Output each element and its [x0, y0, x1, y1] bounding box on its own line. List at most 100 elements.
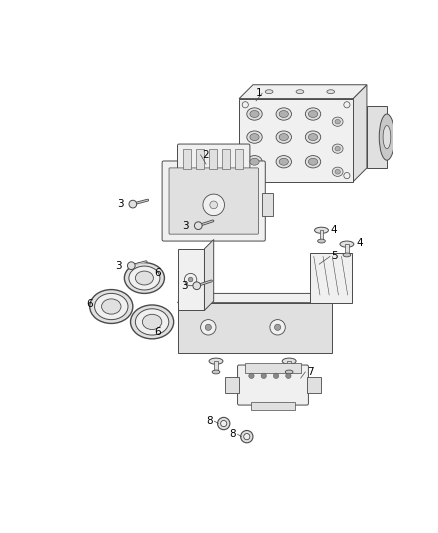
Ellipse shape	[314, 227, 328, 233]
Text: 5: 5	[332, 252, 338, 262]
Ellipse shape	[332, 117, 343, 126]
Ellipse shape	[332, 144, 343, 154]
Bar	[345, 244, 349, 255]
Ellipse shape	[318, 239, 325, 243]
Ellipse shape	[335, 169, 340, 174]
Text: 7: 7	[307, 367, 314, 377]
Ellipse shape	[135, 271, 153, 285]
Bar	[214, 361, 218, 372]
Circle shape	[221, 421, 227, 426]
Circle shape	[184, 273, 197, 286]
Circle shape	[270, 320, 285, 335]
Ellipse shape	[305, 156, 321, 168]
Text: 4: 4	[330, 224, 336, 235]
Bar	[262, 193, 273, 216]
Ellipse shape	[383, 126, 391, 149]
Circle shape	[344, 173, 350, 179]
Ellipse shape	[276, 156, 291, 168]
FancyBboxPatch shape	[162, 161, 265, 241]
Ellipse shape	[247, 108, 262, 120]
Polygon shape	[367, 106, 387, 168]
Text: 6: 6	[87, 299, 93, 309]
Polygon shape	[205, 239, 214, 310]
Ellipse shape	[340, 241, 354, 247]
Bar	[251, 402, 295, 410]
Text: 6: 6	[155, 327, 161, 337]
Polygon shape	[177, 303, 332, 353]
FancyBboxPatch shape	[177, 144, 250, 170]
Ellipse shape	[250, 134, 259, 141]
Bar	[307, 377, 321, 393]
Ellipse shape	[308, 158, 318, 165]
Text: 3: 3	[181, 281, 187, 290]
Ellipse shape	[308, 134, 318, 141]
Circle shape	[275, 324, 281, 330]
Circle shape	[205, 324, 212, 330]
Ellipse shape	[296, 90, 304, 94]
Polygon shape	[239, 85, 367, 99]
Text: 8: 8	[206, 416, 213, 426]
Ellipse shape	[131, 305, 173, 339]
Ellipse shape	[247, 131, 262, 143]
Bar	[235, 149, 243, 168]
Ellipse shape	[212, 370, 220, 374]
Circle shape	[127, 262, 135, 270]
FancyBboxPatch shape	[169, 168, 258, 234]
Ellipse shape	[276, 131, 291, 143]
Bar	[287, 361, 291, 372]
Text: 3: 3	[183, 221, 189, 231]
Text: 6: 6	[155, 269, 161, 278]
Bar	[320, 230, 323, 241]
Polygon shape	[177, 294, 341, 303]
Ellipse shape	[279, 134, 288, 141]
Circle shape	[244, 433, 250, 440]
Ellipse shape	[308, 110, 318, 117]
Bar	[225, 377, 239, 393]
Bar	[183, 149, 191, 168]
Text: 4: 4	[356, 238, 363, 248]
Ellipse shape	[379, 114, 395, 160]
Ellipse shape	[335, 147, 340, 151]
Text: 1: 1	[256, 88, 263, 98]
Circle shape	[201, 320, 216, 335]
Ellipse shape	[265, 90, 273, 94]
Circle shape	[210, 201, 218, 209]
Circle shape	[129, 200, 137, 208]
Circle shape	[193, 282, 201, 289]
Ellipse shape	[305, 108, 321, 120]
Polygon shape	[353, 85, 367, 182]
Ellipse shape	[279, 110, 288, 117]
Circle shape	[242, 173, 248, 179]
Ellipse shape	[285, 370, 293, 374]
Polygon shape	[239, 99, 353, 182]
Ellipse shape	[247, 156, 262, 168]
Ellipse shape	[124, 263, 164, 294]
Ellipse shape	[209, 358, 223, 364]
Text: 3: 3	[117, 199, 124, 209]
Polygon shape	[310, 253, 352, 303]
Ellipse shape	[135, 309, 169, 335]
Bar	[245, 364, 301, 373]
Circle shape	[261, 373, 266, 378]
Ellipse shape	[250, 158, 259, 165]
Circle shape	[218, 417, 230, 430]
Polygon shape	[177, 249, 205, 310]
Circle shape	[344, 102, 350, 108]
Ellipse shape	[102, 299, 121, 314]
Ellipse shape	[276, 108, 291, 120]
Circle shape	[188, 277, 193, 282]
Circle shape	[194, 222, 202, 230]
Ellipse shape	[343, 253, 351, 257]
Bar	[222, 149, 230, 168]
Ellipse shape	[90, 289, 133, 324]
Text: 2: 2	[202, 150, 209, 160]
Bar	[209, 149, 217, 168]
Circle shape	[240, 431, 253, 443]
Ellipse shape	[95, 293, 128, 320]
Ellipse shape	[332, 167, 343, 176]
Circle shape	[286, 373, 291, 378]
Ellipse shape	[250, 110, 259, 117]
Circle shape	[249, 373, 254, 378]
Circle shape	[242, 102, 248, 108]
Ellipse shape	[335, 119, 340, 124]
